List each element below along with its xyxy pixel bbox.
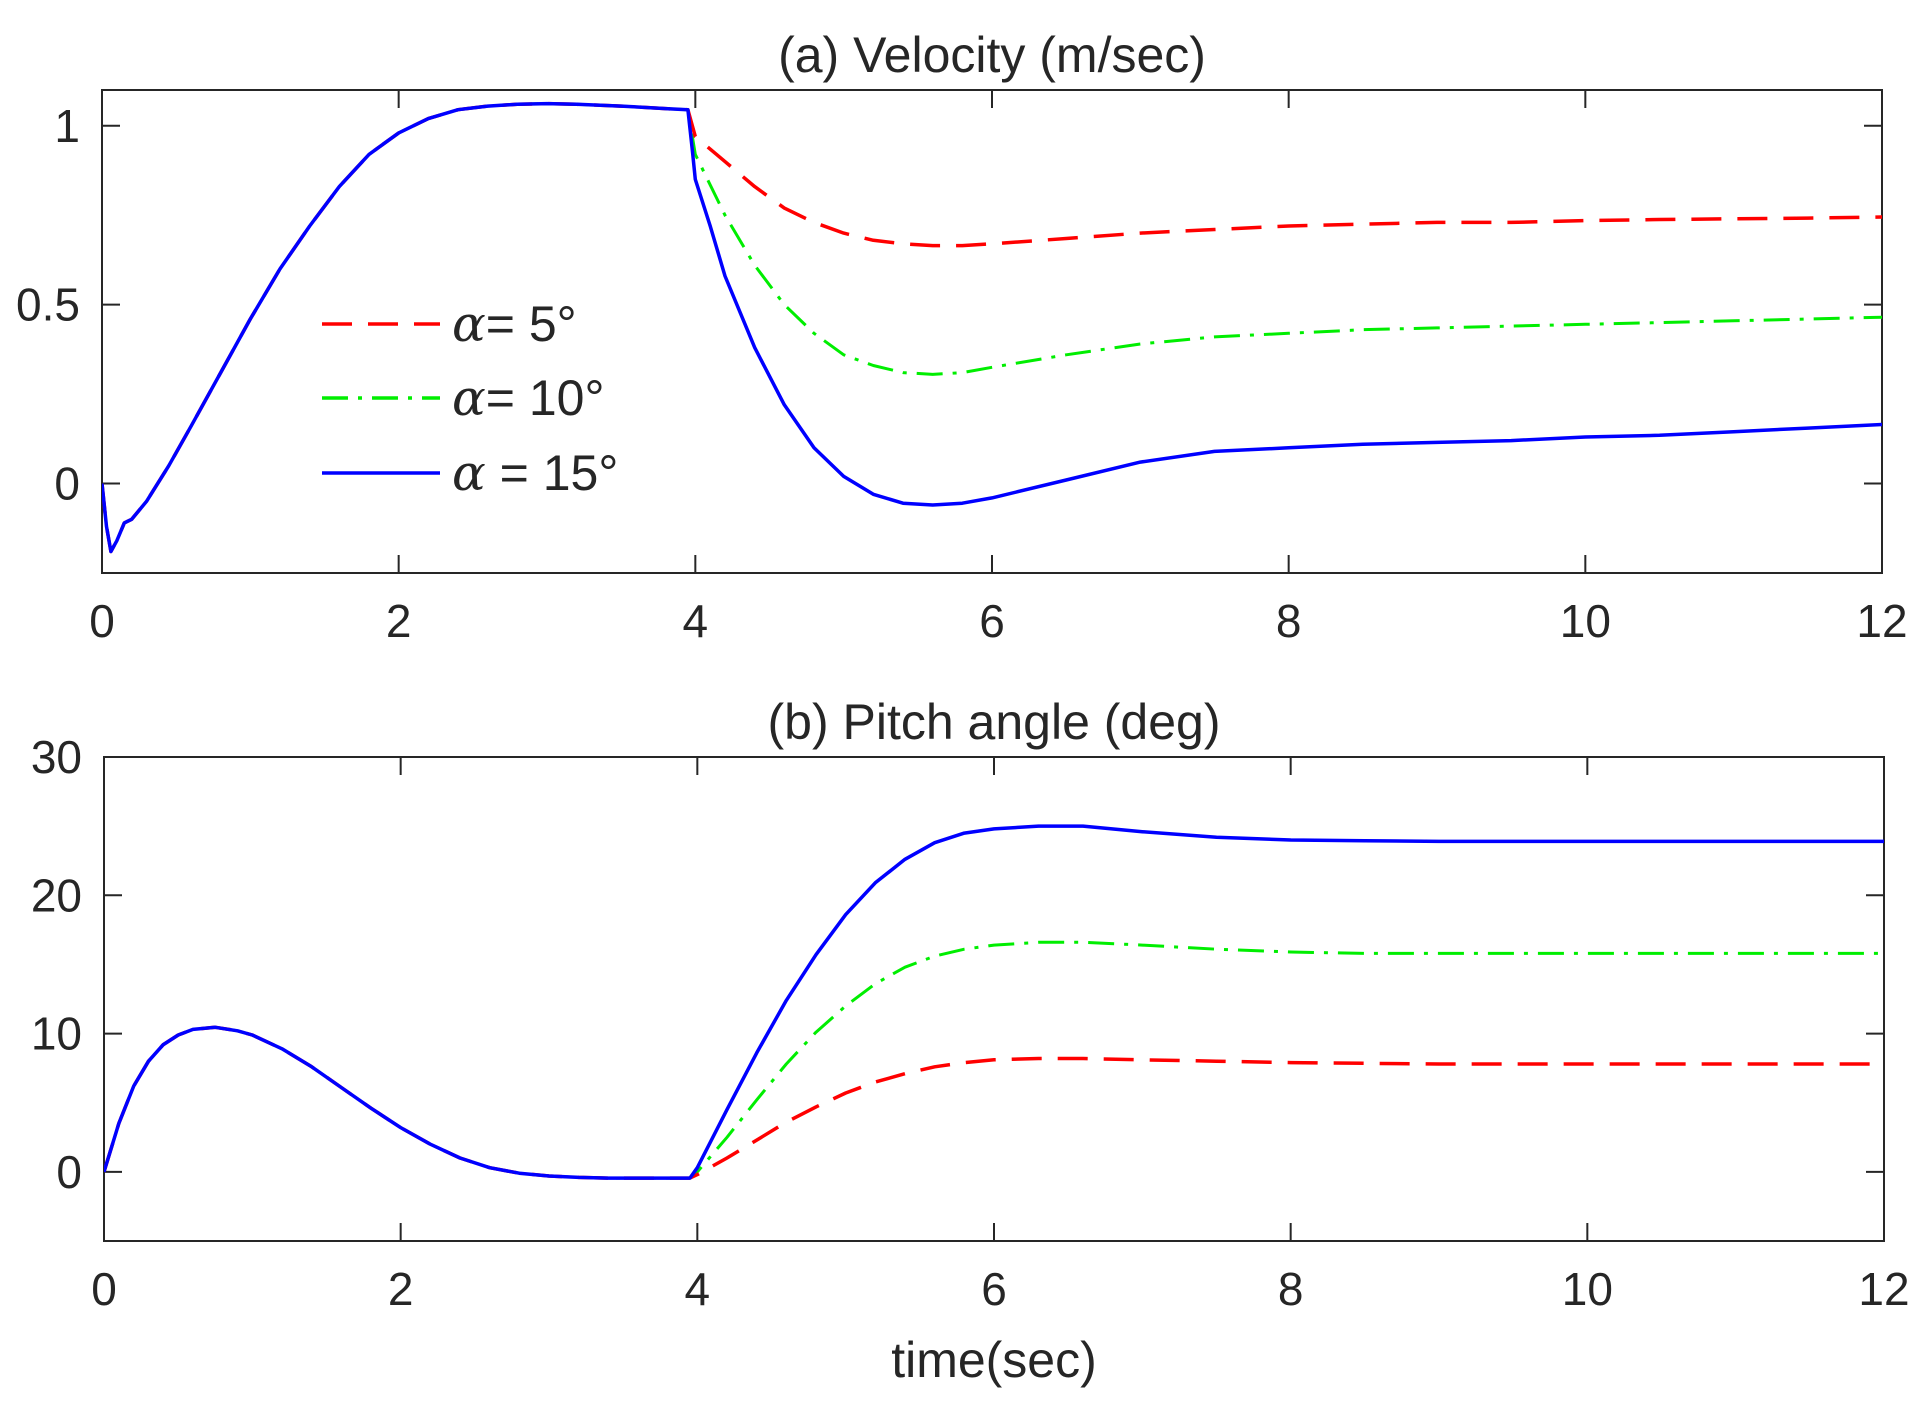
x-tick-label: 2 — [388, 1263, 414, 1315]
legend-entry-label: α= 10° — [452, 369, 604, 427]
x-tick-label: 4 — [683, 595, 709, 647]
y-tick-label: 20 — [31, 869, 82, 921]
y-tick-label: 10 — [31, 1008, 82, 1060]
y-tick-label: 0 — [54, 458, 80, 510]
legend-entry-label: α = 15° — [452, 444, 618, 502]
x-tick-label: 0 — [89, 595, 115, 647]
x-tick-label: 8 — [1276, 595, 1302, 647]
x-tick-label: 0 — [91, 1263, 117, 1315]
y-tick-label: 0 — [56, 1146, 82, 1198]
axes-box — [103, 756, 1885, 1242]
x-tick-label: 4 — [685, 1263, 711, 1315]
x-tick-label: 12 — [1858, 1263, 1909, 1315]
panel-pitch-angle: 0 2 4 6 8 10 12 0 10 20 30 (b) Pitch angle (deg) tim… — [31, 694, 1910, 1388]
y-tick-label: 30 — [31, 731, 82, 783]
y-tick-label: 0.5 — [16, 279, 80, 331]
x-tick-label: 10 — [1562, 1263, 1613, 1315]
series-line-alpha-15 — [102, 101, 1882, 554]
legend-entry-label: α= 5° — [452, 295, 577, 353]
series-line-alpha-15 — [104, 824, 1884, 1180]
axes-box — [101, 89, 1883, 574]
chart-title: (a) Velocity (m/sec) — [778, 27, 1206, 83]
x-axis-label: time(sec) — [891, 1332, 1097, 1388]
x-tick-label: 8 — [1278, 1263, 1304, 1315]
y-tick-label: 1 — [54, 100, 80, 152]
x-tick-label: 6 — [979, 595, 1005, 647]
legend: α= 5° α= 10° α = 15° — [322, 295, 618, 502]
x-tick-label: 6 — [981, 1263, 1007, 1315]
x-tick-label: 2 — [386, 595, 412, 647]
chart-title: (b) Pitch angle (deg) — [767, 694, 1220, 750]
x-tick-label: 10 — [1560, 595, 1611, 647]
x-tick-label: 12 — [1856, 595, 1907, 647]
